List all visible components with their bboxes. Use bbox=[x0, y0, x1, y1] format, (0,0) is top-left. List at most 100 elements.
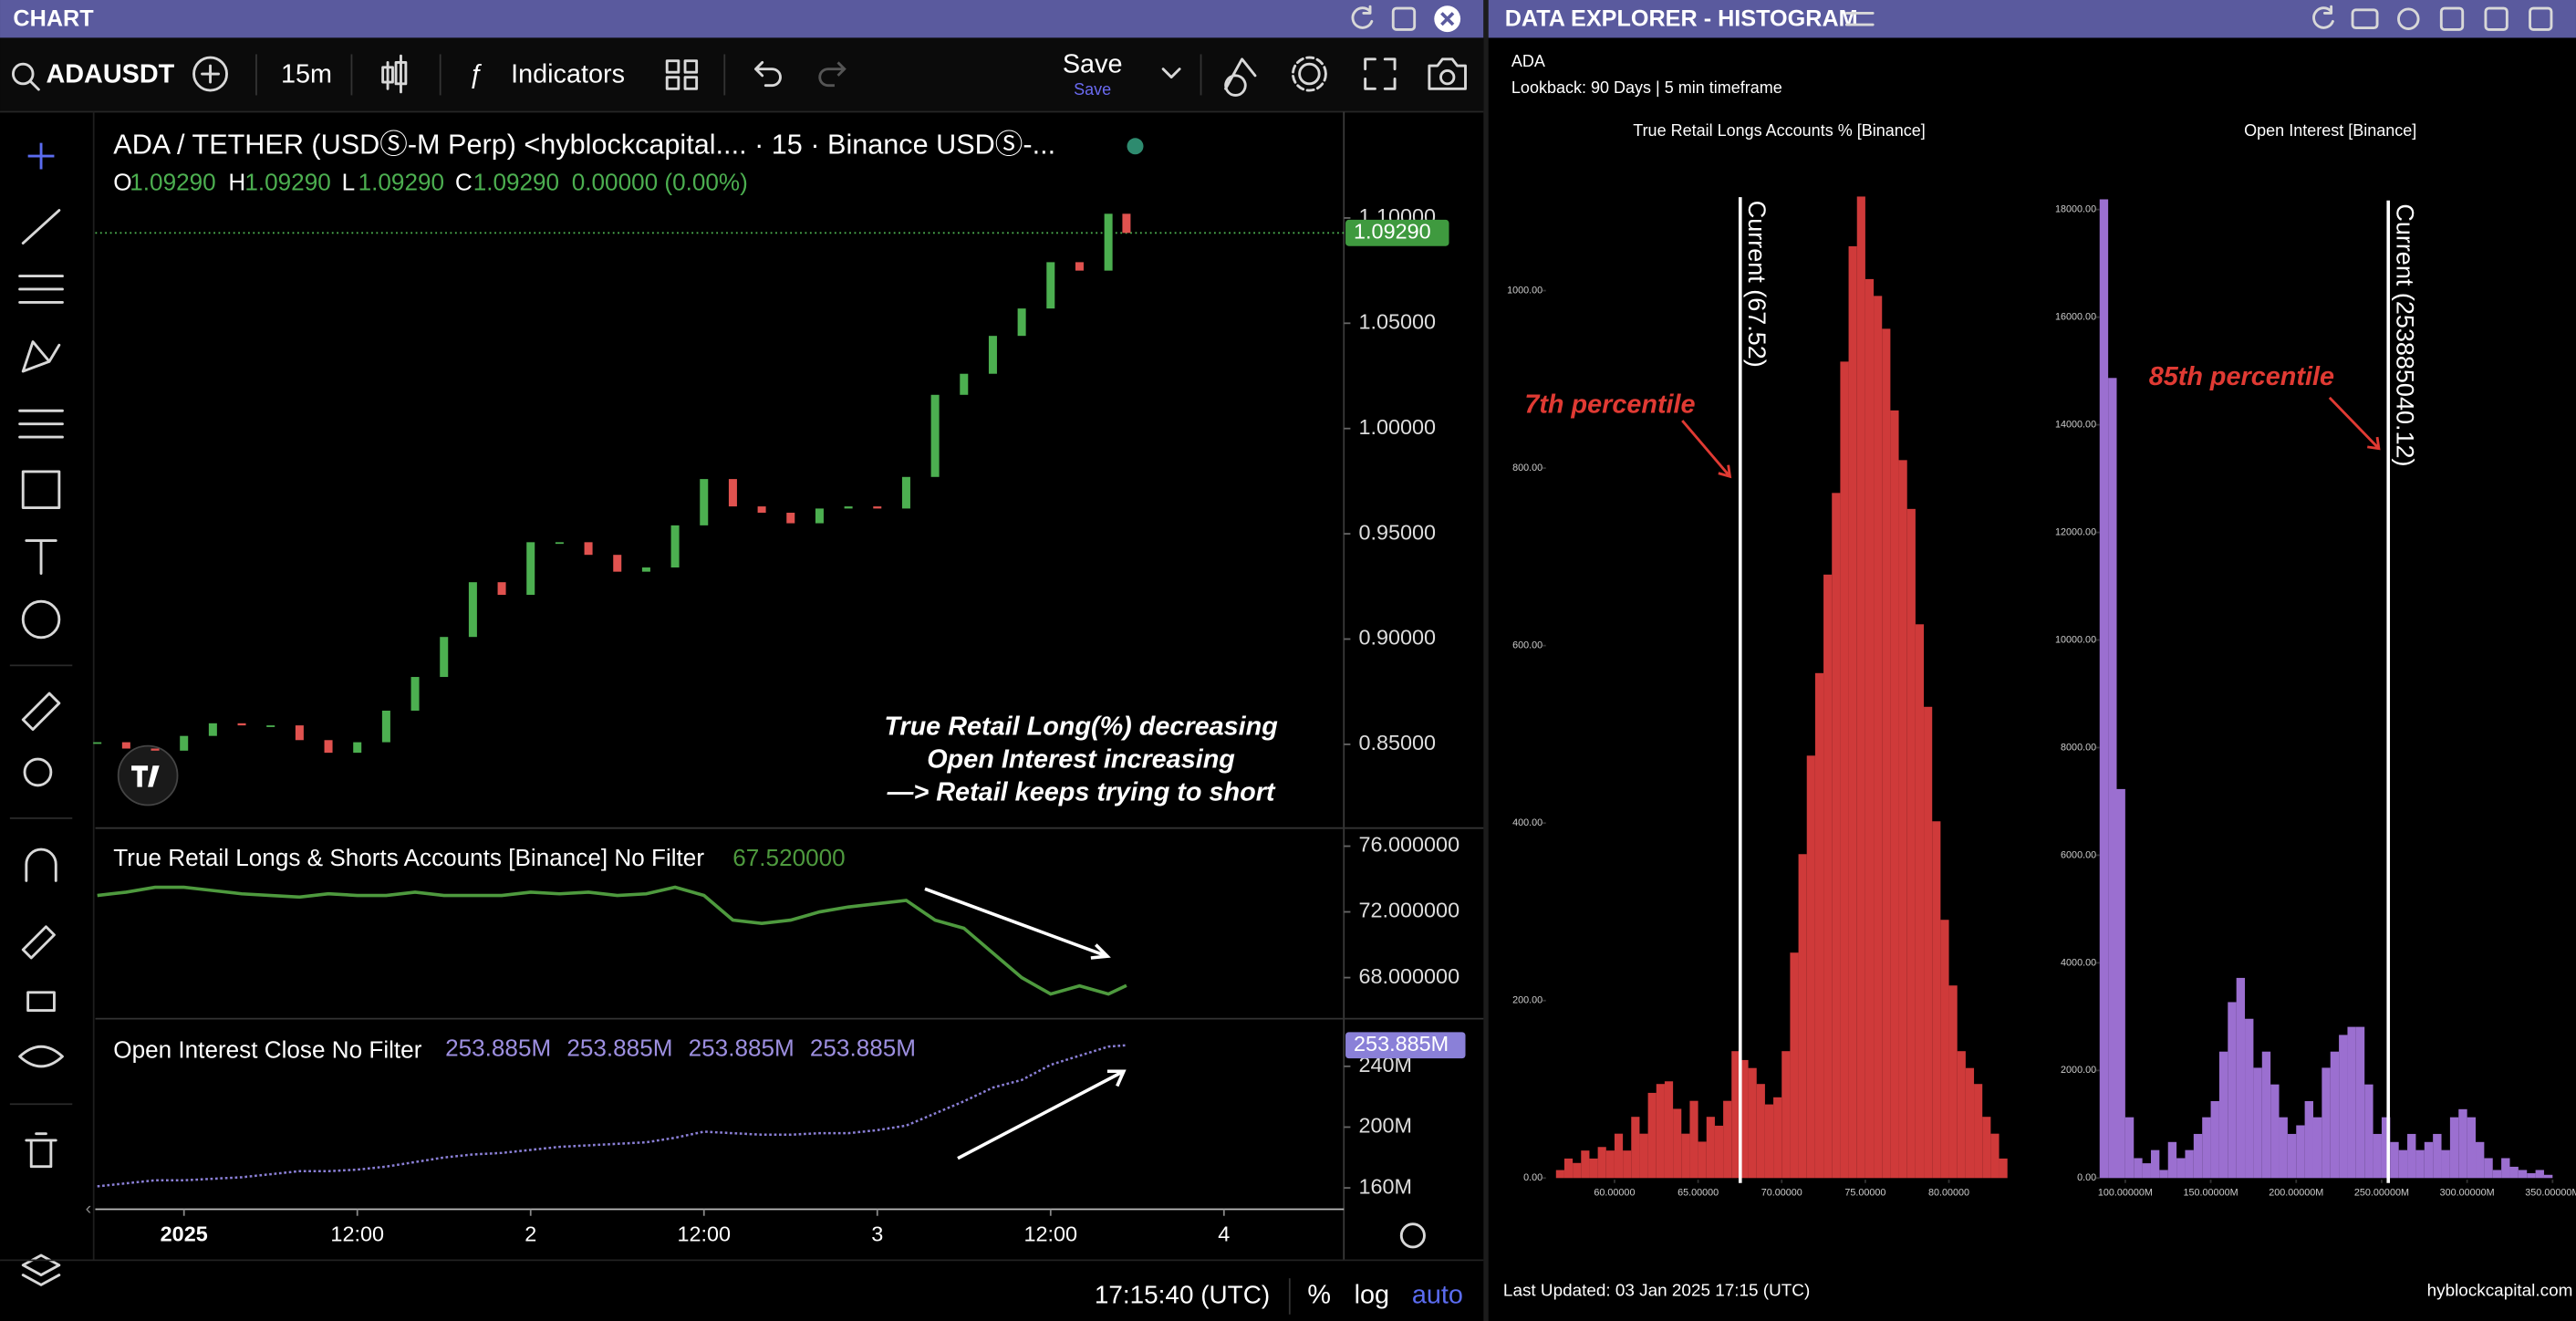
histogram-bar bbox=[1723, 1100, 1732, 1179]
y-tick-label: 2000.00 bbox=[2061, 1065, 2096, 1076]
maximize-button[interactable] bbox=[2529, 6, 2553, 31]
crosshair-tool[interactable] bbox=[27, 142, 55, 170]
trend-line-tool[interactable] bbox=[21, 209, 61, 244]
lock-tool[interactable] bbox=[26, 991, 56, 1013]
histogram-bar bbox=[1814, 672, 1824, 1179]
filter-button[interactable] bbox=[1844, 11, 1875, 26]
title-bar bbox=[0, 0, 1484, 38]
refresh-button[interactable] bbox=[2312, 5, 2334, 29]
histogram-bar bbox=[2407, 1133, 2416, 1179]
histogram-bar bbox=[2159, 1170, 2168, 1179]
indicators-icon: ƒ bbox=[468, 59, 483, 88]
auto-toggle[interactable]: auto bbox=[1412, 1281, 1463, 1310]
zoom-tool[interactable] bbox=[23, 757, 53, 787]
interval[interactable]: 15m bbox=[281, 59, 332, 88]
tv-logo[interactable] bbox=[117, 744, 179, 806]
redo-button[interactable] bbox=[818, 61, 847, 88]
histogram-bar bbox=[1681, 1133, 1690, 1179]
candle bbox=[1104, 213, 1113, 271]
candle bbox=[700, 479, 709, 525]
site-link[interactable]: hyblockcapital.com bbox=[2427, 1282, 2573, 1301]
histogram-bar bbox=[1940, 920, 1949, 1179]
percent-toggle[interactable]: % bbox=[1307, 1281, 1331, 1310]
histogram-bar bbox=[2312, 1117, 2322, 1179]
save-button[interactable] bbox=[2439, 6, 2465, 31]
x-tick-label: 350.00000M bbox=[2525, 1187, 2576, 1198]
histogram-bar bbox=[1589, 1158, 1598, 1179]
popout-button[interactable] bbox=[1391, 6, 1417, 31]
chart-type-button[interactable] bbox=[381, 54, 408, 94]
title-bar bbox=[1488, 0, 2576, 38]
quick-search[interactable] bbox=[1224, 57, 1257, 97]
search-icon[interactable] bbox=[11, 62, 35, 86]
axis-settings[interactable] bbox=[1399, 1222, 1426, 1249]
candle bbox=[901, 476, 910, 509]
emoji-tool[interactable] bbox=[21, 599, 61, 640]
lock-draw-tool[interactable] bbox=[21, 925, 56, 960]
histogram-bar bbox=[2296, 1125, 2305, 1179]
add-symbol-button[interactable] bbox=[192, 56, 228, 92]
x-tick-label: 200.00000M bbox=[2269, 1187, 2323, 1198]
save-hint: Save bbox=[1074, 80, 1111, 99]
candle bbox=[728, 479, 737, 507]
save-menu[interactable] bbox=[1161, 68, 1181, 79]
histogram-bar bbox=[2245, 1018, 2254, 1179]
popout-button[interactable] bbox=[2484, 6, 2508, 31]
histogram-bar bbox=[2484, 1158, 2493, 1179]
settings-button[interactable] bbox=[2397, 7, 2420, 30]
window-buttons[interactable] bbox=[1351, 5, 1461, 33]
indicators-button[interactable]: Indicators bbox=[511, 59, 625, 88]
histogram-bar bbox=[1915, 624, 1925, 1179]
save-button[interactable]: Save bbox=[1063, 50, 1123, 79]
candle bbox=[988, 336, 997, 374]
histogram-bar bbox=[2527, 1173, 2536, 1179]
magnet-tool[interactable] bbox=[25, 848, 57, 882]
shape-tool[interactable] bbox=[21, 470, 61, 509]
candle bbox=[93, 742, 102, 744]
histogram-bar bbox=[1898, 460, 1907, 1179]
fullscreen-button[interactable] bbox=[1364, 57, 1397, 90]
projection-tool[interactable] bbox=[18, 409, 64, 439]
snapshot-button[interactable] bbox=[2351, 8, 2379, 30]
live-indicator bbox=[1127, 138, 1144, 155]
histogram-bar bbox=[2279, 1117, 2288, 1179]
screenshot-button[interactable] bbox=[1428, 57, 1467, 90]
histogram-bar bbox=[2167, 1141, 2177, 1179]
object-tree[interactable] bbox=[21, 1253, 61, 1286]
visibility-tool[interactable] bbox=[18, 1045, 64, 1068]
histogram-bar bbox=[1614, 1133, 1624, 1179]
histogram-bar bbox=[1656, 1084, 1665, 1179]
collapse-arrow[interactable]: ‹ bbox=[86, 1199, 92, 1219]
undo-button[interactable] bbox=[754, 60, 782, 88]
fib-tool[interactable] bbox=[18, 275, 64, 304]
y-tick-label: 1.00000 bbox=[1358, 415, 1436, 439]
candle bbox=[121, 742, 130, 749]
pattern-tool[interactable] bbox=[21, 340, 61, 373]
histogram-bar bbox=[1647, 1092, 1657, 1179]
toolbar bbox=[0, 37, 1484, 112]
histogram-bar bbox=[1840, 361, 1849, 1179]
layouts-button[interactable] bbox=[665, 59, 699, 90]
log-toggle[interactable]: log bbox=[1355, 1281, 1389, 1310]
refresh-button[interactable] bbox=[1351, 5, 1374, 29]
plots: 2025 12:00 2 12:00 3 12:00 4 0.85000 0.90000 0.95… bbox=[93, 121, 2576, 1246]
text-tool[interactable] bbox=[25, 539, 57, 575]
ruler-tool[interactable] bbox=[21, 692, 61, 732]
histogram-bar bbox=[2210, 1100, 2219, 1179]
histogram-bar bbox=[2202, 1117, 2211, 1179]
candle bbox=[1075, 262, 1084, 271]
settings-button[interactable] bbox=[1298, 62, 1321, 86]
histogram-bar bbox=[2543, 1174, 2553, 1179]
y-tick-label: 0.00 bbox=[2077, 1172, 2096, 1183]
candle bbox=[960, 373, 969, 395]
histogram-bar bbox=[1555, 1170, 1564, 1179]
y-tick-label: 6000.00 bbox=[2061, 849, 2096, 860]
symbol[interactable]: ADAUSDT bbox=[46, 59, 174, 88]
histogram-bar bbox=[1924, 706, 1933, 1179]
delete-tool[interactable] bbox=[25, 1132, 57, 1169]
histogram-bar bbox=[1874, 296, 1883, 1179]
pane-value: 253.885M bbox=[445, 1035, 551, 1062]
x-tick-label: 12:00 bbox=[1023, 1222, 1077, 1246]
